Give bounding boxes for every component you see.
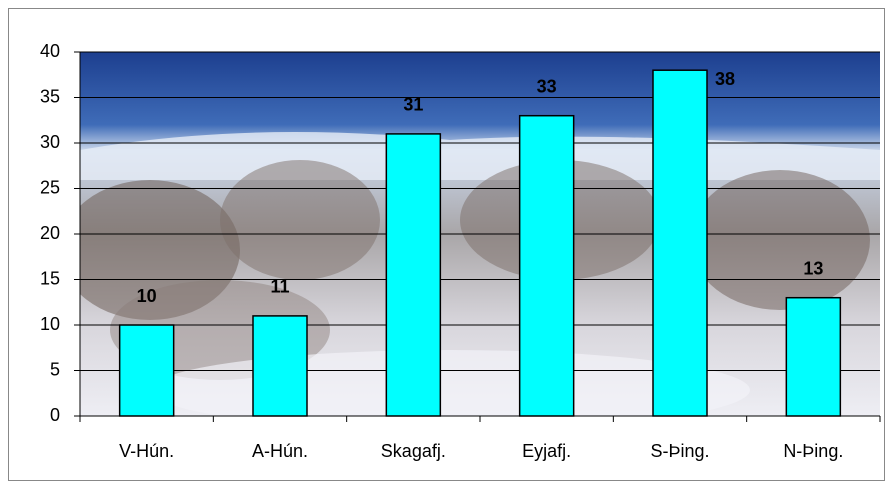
y-tick-label: 40 — [40, 41, 60, 61]
value-label: 33 — [537, 76, 557, 96]
x-tick-label: Eyjafj. — [522, 441, 571, 461]
y-tick-label: 30 — [40, 132, 60, 152]
bar — [653, 70, 707, 416]
y-tick-label: 10 — [40, 314, 60, 334]
y-tick-label: 5 — [50, 359, 60, 379]
x-tick-label: V-Hún. — [119, 441, 174, 461]
chart: 0 5 10 15 20 25 30 35 40 V-Hún. 10 A-Hún. 11 Skagafj.… — [0, 0, 893, 489]
y-tick-label: 20 — [40, 223, 60, 243]
plot-background — [60, 52, 880, 430]
x-tick-label: S-Þing. — [650, 441, 709, 461]
x-tick-label: Skagafj. — [381, 441, 446, 461]
page: 0 5 10 15 20 25 30 35 40 V-Hún. 10 A-Hún. 11 Skagafj.… — [0, 0, 893, 489]
value-label: 13 — [803, 258, 823, 278]
x-tick-label: A-Hún. — [252, 441, 308, 461]
y-tick-label: 25 — [40, 177, 60, 197]
bar — [386, 134, 440, 416]
y-tick-label: 0 — [50, 405, 60, 425]
bar — [520, 116, 574, 416]
value-label: 10 — [137, 286, 157, 306]
y-tick-label: 35 — [40, 86, 60, 106]
bar — [786, 298, 840, 416]
value-label: 38 — [715, 69, 735, 89]
bar — [120, 325, 174, 416]
bar — [253, 316, 307, 416]
value-label: 31 — [403, 95, 423, 115]
x-tick-label: N-Þing. — [783, 441, 843, 461]
y-tick-label: 15 — [40, 268, 60, 288]
value-label: 11 — [270, 277, 289, 297]
